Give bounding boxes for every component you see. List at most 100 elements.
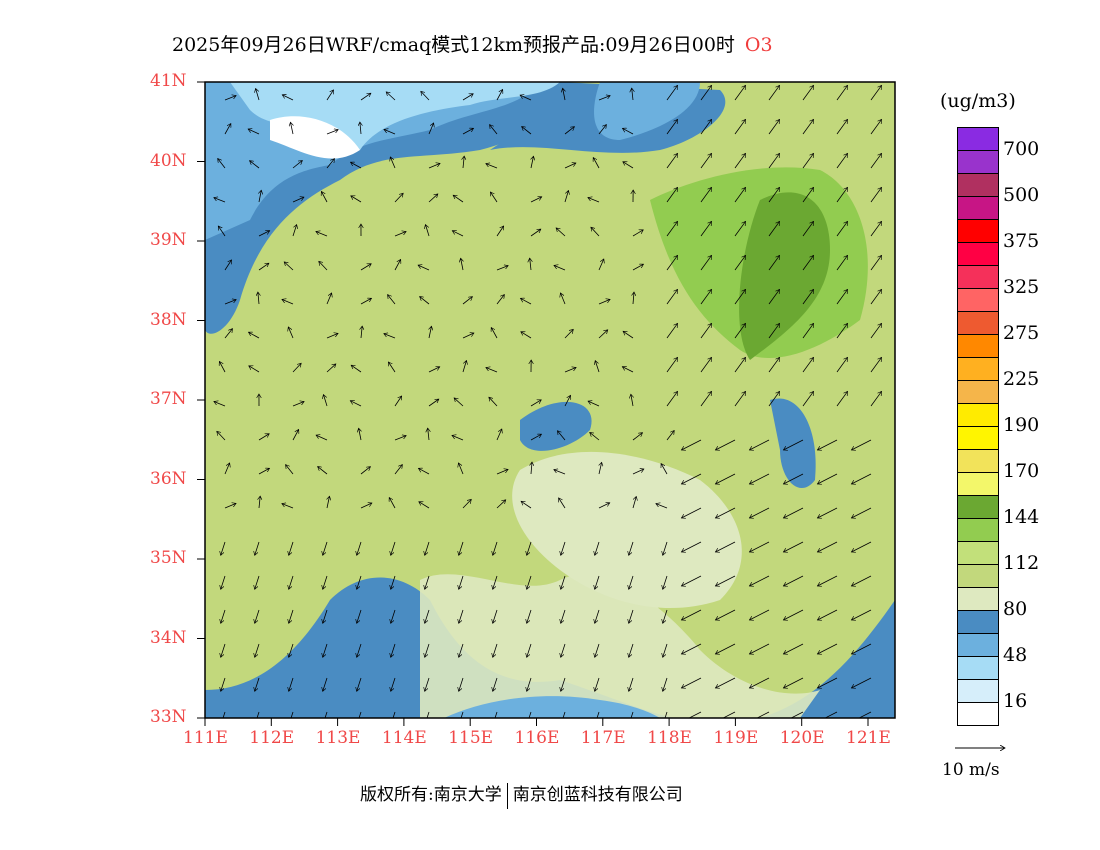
wind-arrow: [221, 609, 226, 623]
wind-arrow: [221, 677, 226, 691]
colorbar-swatch: [958, 266, 998, 289]
wind-arrow: [734, 153, 746, 169]
copyright-footer: 版权所有:南京大学 南京创蓝科技有限公司: [360, 780, 683, 809]
wind-arrow: [350, 401, 362, 407]
wind-arrow: [768, 187, 780, 203]
wind-arrow: [622, 128, 634, 135]
wind-arrow: [258, 292, 259, 305]
wind-arrow: [221, 575, 226, 589]
wind-arrow: [282, 95, 294, 101]
wind-arrow: [357, 643, 362, 657]
wind-arrow: [351, 195, 362, 203]
wind-arrow: [554, 470, 566, 475]
wind-arrow: [817, 439, 838, 450]
wind-arrow: [319, 261, 328, 271]
wind-arrow: [520, 298, 532, 305]
wind-arrow: [595, 541, 600, 555]
footer-divider: [506, 782, 508, 809]
wind-arrow: [248, 332, 260, 339]
wind-arrow: [520, 95, 532, 101]
wind-legend-label: 10 m/s: [942, 760, 1000, 780]
wind-arrow: [496, 469, 508, 475]
wind-arrow: [783, 643, 804, 654]
wind-arrow: [420, 297, 430, 305]
wind-arrow: [632, 264, 643, 271]
wind-arrow: [394, 232, 406, 237]
wind-arrow: [681, 473, 702, 484]
wind-arrow: [258, 263, 269, 271]
wind-arrow: [292, 160, 302, 169]
colorbar-swatch: [958, 496, 998, 519]
colorbar-swatch: [958, 220, 998, 243]
wind-arrow: [595, 575, 600, 589]
wind-arrow: [326, 364, 336, 373]
wind-arrow: [722, 711, 736, 718]
lon-label: 118E: [647, 728, 692, 748]
wind-arrow: [632, 229, 643, 237]
wind-arrow: [663, 541, 668, 555]
wind-arrow: [521, 331, 532, 339]
colorbar-swatch: [958, 703, 998, 725]
wind-arrow: [666, 85, 678, 101]
wind-arrow: [666, 187, 678, 203]
wind-arrow: [224, 300, 236, 305]
wind-arrow: [870, 391, 882, 407]
wind-arrow: [858, 711, 872, 718]
wind-arrow: [595, 643, 600, 657]
wind-arrow: [851, 643, 872, 654]
wind-arrow: [496, 89, 503, 101]
wind-arrow: [323, 643, 328, 657]
wind-arrow: [391, 541, 396, 555]
copyright-company: 南京创蓝科技有限公司: [512, 785, 683, 805]
colorbar-swatch: [958, 542, 998, 565]
wind-arrow: [749, 541, 770, 552]
wind-arrow: [734, 85, 746, 101]
title-text: 2025年09月26日WRF/cmaq模式12km预报产品:09月26日00时: [172, 34, 735, 56]
copyright-owner: 版权所有:南京大学: [360, 785, 502, 805]
wind-arrow: [392, 711, 396, 718]
wind-arrow: [663, 643, 668, 657]
colorbar-label: 16: [1003, 690, 1028, 712]
wind-arrow: [870, 357, 882, 373]
wind-arrow: [783, 541, 804, 552]
colorbar-swatch: [958, 450, 998, 473]
wind-arrow: [715, 677, 736, 688]
wind-arrow: [361, 326, 362, 339]
wind-arrow: [490, 192, 498, 203]
wind-arrow: [598, 96, 610, 101]
wind-arrow: [870, 255, 882, 271]
wind-arrow: [632, 88, 633, 101]
wind-arrow: [599, 462, 602, 475]
wind-arrow: [493, 575, 498, 589]
wind-arrow: [493, 609, 498, 623]
wind-arrow: [590, 432, 600, 441]
wind-arrow: [598, 259, 604, 271]
wind-arrow: [663, 609, 668, 623]
wind-arrow: [292, 225, 297, 237]
colorbar-swatch: [958, 312, 998, 335]
wind-arrow: [564, 191, 568, 203]
wind-arrow: [214, 198, 226, 203]
wind-arrow: [588, 401, 600, 407]
wind-arrow: [289, 609, 294, 623]
wind-arrow: [563, 88, 565, 101]
wind-arrow: [598, 503, 610, 509]
wind-arrow: [700, 221, 712, 237]
wind-arrow: [323, 575, 328, 589]
wind-arrow: [289, 541, 294, 555]
wind-arrow: [292, 402, 304, 407]
wind-arrow: [595, 609, 600, 623]
colorbar-swatch: [958, 128, 998, 151]
lat-label: 34N: [150, 627, 187, 648]
wind-arrow: [749, 609, 770, 620]
lon-label: 116E: [514, 728, 560, 748]
wind-arrow: [391, 609, 396, 623]
wind-arrow: [629, 575, 634, 589]
wind-arrow: [783, 575, 804, 586]
wind-arrow: [824, 711, 838, 718]
wind-arrow: [768, 85, 780, 101]
wind-arrow: [700, 323, 712, 339]
wind-arrow: [249, 365, 260, 373]
wind-arrow: [554, 265, 566, 271]
